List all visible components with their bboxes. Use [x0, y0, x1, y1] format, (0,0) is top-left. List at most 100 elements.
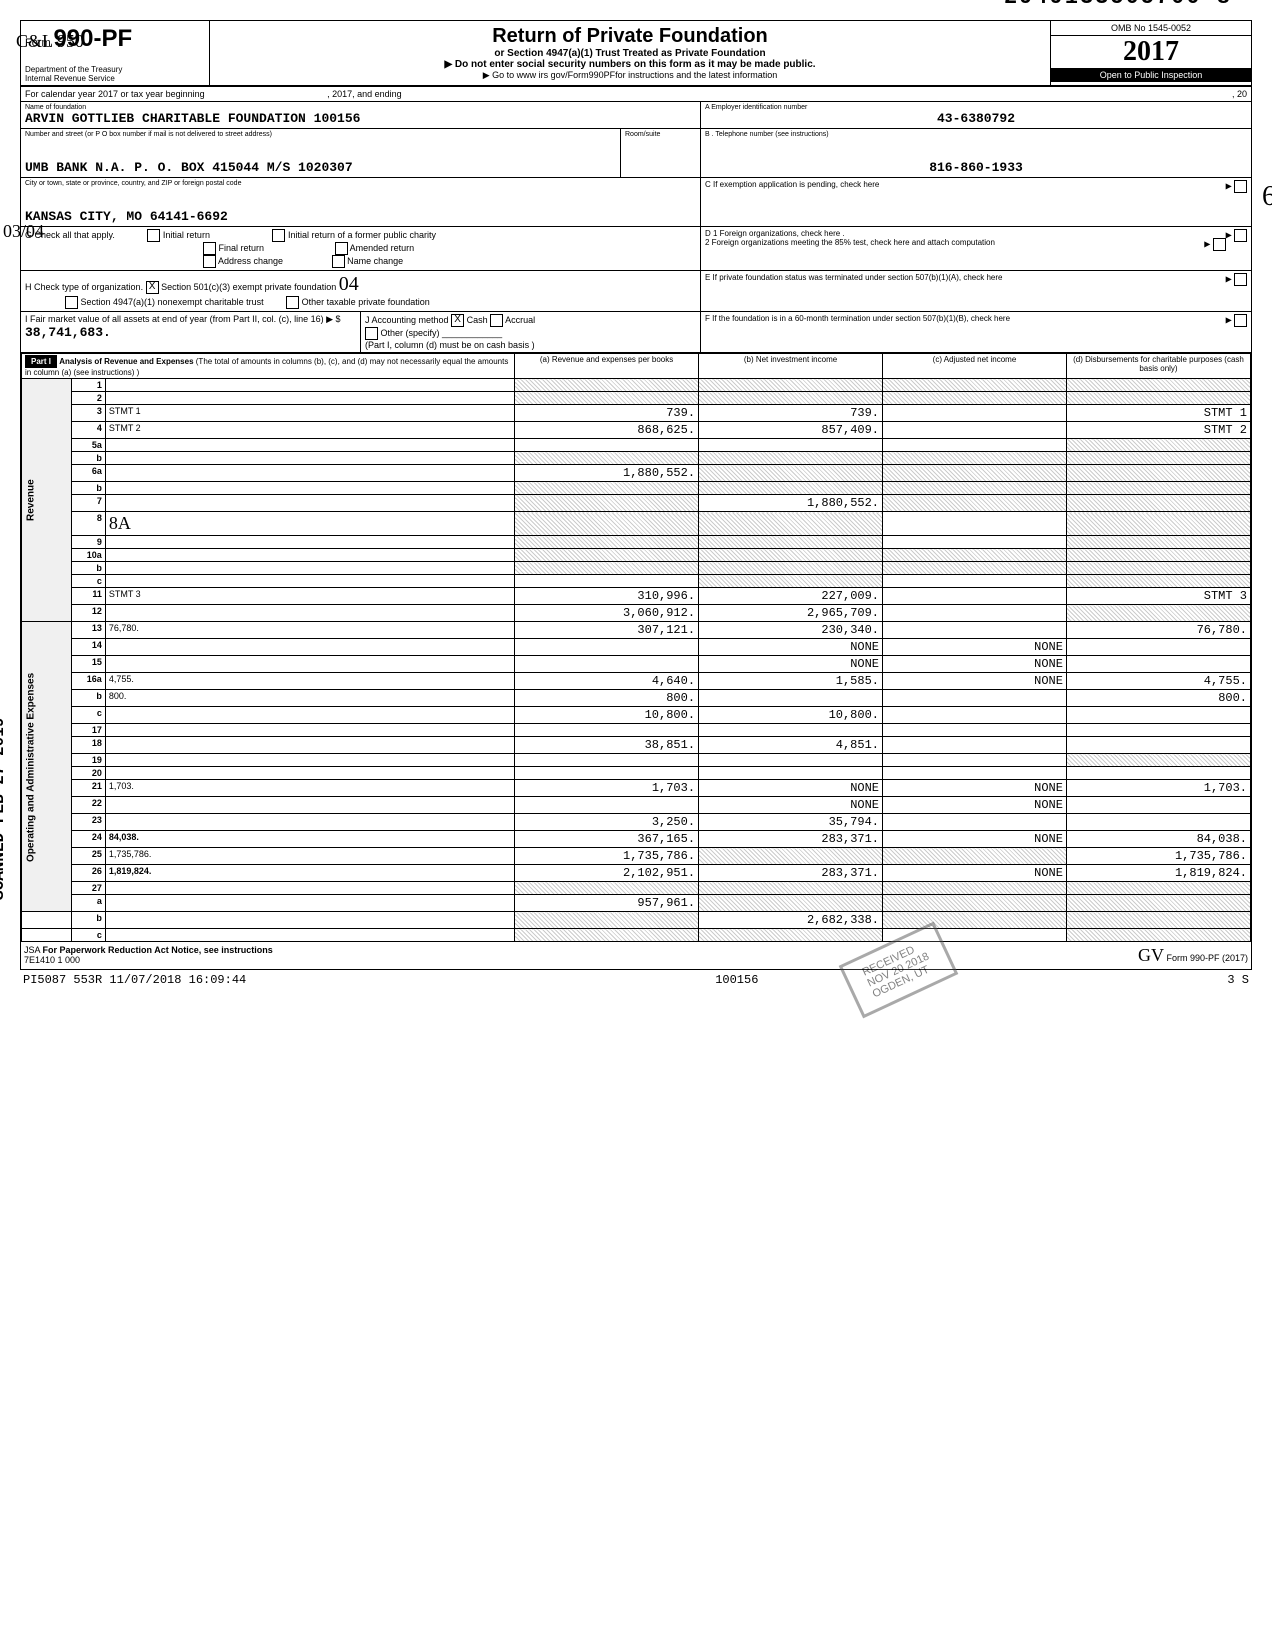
f-checkbox[interactable]	[1234, 314, 1247, 327]
l13-b: 230,340.	[699, 622, 883, 639]
l16b-d: 800.	[1066, 690, 1250, 707]
l13-d: 76,780.	[1066, 622, 1250, 639]
l18-a: 38,851.	[515, 737, 699, 754]
c-checkbox[interactable]	[1234, 180, 1247, 193]
l6a-a: 1,880,552.	[515, 465, 699, 482]
j-other-checkbox[interactable]	[365, 327, 378, 340]
form-number: 990-PF	[53, 25, 132, 52]
l27b-num: b	[72, 912, 106, 929]
h-other-checkbox[interactable]	[286, 296, 299, 309]
l15-num: 15	[72, 656, 106, 673]
l2-num: 2	[72, 392, 106, 405]
l20-num: 20	[72, 767, 106, 780]
g-opt2: Final return	[219, 243, 265, 253]
l6a-num: 6a	[72, 465, 106, 482]
l2-desc	[105, 392, 514, 405]
d2-checkbox[interactable]	[1213, 238, 1226, 251]
g-amended-checkbox[interactable]	[335, 242, 348, 255]
j-label: J Accounting method	[365, 315, 449, 325]
l22-b: NONE	[699, 797, 883, 814]
dept2: Internal Revenue Service	[25, 74, 115, 83]
l4-a: 868,625.	[515, 422, 699, 439]
l25-d: 1,735,786.	[1066, 848, 1250, 865]
l12-b: 2,965,709.	[699, 605, 883, 622]
l16a-c: NONE	[883, 673, 1067, 690]
l24-b: 283,371.	[699, 831, 883, 848]
l9-num: 9	[72, 536, 106, 549]
ein-label: A Employer identification number	[705, 104, 1247, 111]
phone-label: B . Telephone number (see instructions)	[705, 131, 1247, 138]
f-label: F If the foundation is in a 60-month ter…	[705, 314, 1010, 323]
g-opt3: Address change	[218, 256, 283, 266]
footer-code: 7E1410 1 000	[24, 955, 80, 965]
ein-value: 43-6380792	[705, 111, 1247, 126]
col-d-header: (d) Disbursements for charitable purpose…	[1066, 354, 1250, 379]
l3-num: 3	[72, 405, 106, 422]
col-c-header: (c) Adjusted net income	[883, 354, 1067, 379]
section-c: C If exemption application is pending, c…	[705, 180, 879, 189]
l17-num: 17	[72, 724, 106, 737]
e-checkbox[interactable]	[1234, 273, 1247, 286]
l6b-num: b	[72, 482, 106, 495]
h-501c3-checkbox[interactable]: X	[146, 281, 159, 294]
dept1: Department of the Treasury	[25, 65, 122, 74]
print-right: 3 S	[1227, 973, 1249, 987]
phone-value: 816-860-1933	[705, 160, 1247, 175]
l21-c: NONE	[883, 780, 1067, 797]
h-4947-checkbox[interactable]	[65, 296, 78, 309]
i-label: I Fair market value of all assets at end…	[25, 314, 341, 324]
form-header: Form 990-PF Department of the Treasury I…	[21, 21, 1251, 87]
j-cash-checkbox[interactable]: X	[451, 314, 464, 327]
scanned-stamp: SCANNED FEB 27 2019	[0, 718, 8, 900]
h-opt2: Section 4947(a)(1) nonexempt charitable …	[81, 297, 264, 307]
l26-d: 1,819,824.	[1066, 865, 1250, 882]
l7-b: 1,880,552.	[699, 495, 883, 512]
l18-num: 18	[72, 737, 106, 754]
l16c-b: 10,800.	[699, 707, 883, 724]
dept-treasury: Department of the Treasury Internal Reve…	[25, 65, 122, 83]
g-name-checkbox[interactable]	[332, 255, 345, 268]
l24-num: 24	[72, 831, 106, 848]
l14-desc	[105, 639, 514, 656]
l16c-desc	[105, 707, 514, 724]
l4-b: 857,409.	[699, 422, 883, 439]
l16c-num: c	[72, 707, 106, 724]
l11-a: 310,996.	[515, 588, 699, 605]
g-initial-checkbox[interactable]	[147, 229, 160, 242]
l25-num: 25	[72, 848, 106, 865]
expenses-label: Operating and Administrative Expenses	[22, 622, 72, 912]
print-stamp: PI5087 553R 11/07/2018 16:09:44	[23, 973, 246, 987]
city-value: KANSAS CITY, MO 64141-6692	[25, 209, 228, 224]
l16a-b: 1,585.	[699, 673, 883, 690]
omb-number: OMB No 1545-0052	[1051, 21, 1251, 36]
l16a-a: 4,640.	[515, 673, 699, 690]
d1-checkbox[interactable]	[1234, 229, 1247, 242]
l13-desc: 76,780.	[105, 622, 514, 639]
l15-b: NONE	[699, 656, 883, 673]
g-final-checkbox[interactable]	[203, 242, 216, 255]
l27a-num: a	[72, 895, 106, 912]
l8-num: 8	[72, 512, 106, 536]
d2-label: 2 Foreign organizations meeting the 85% …	[705, 238, 995, 247]
l22-c: NONE	[883, 797, 1067, 814]
city-label: City or town, state or province, country…	[25, 180, 696, 187]
l12-a: 3,060,912.	[515, 605, 699, 622]
l16a-num: 16a	[72, 673, 106, 690]
l25-a: 1,735,786.	[515, 848, 699, 865]
city-c-row: City or town, state or province, country…	[21, 178, 1251, 227]
g-addr-checkbox[interactable]	[203, 255, 216, 268]
l23-num: 23	[72, 814, 106, 831]
tax-year: 2017	[1051, 36, 1251, 68]
g-opt4: Initial return of a former public charit…	[288, 230, 436, 240]
j-other: Other (specify)	[381, 328, 440, 338]
d1-label: D 1 Foreign organizations, check here .	[705, 229, 845, 238]
l1-num: 1	[72, 379, 106, 392]
g-former-checkbox[interactable]	[272, 229, 285, 242]
l10c-desc	[105, 575, 514, 588]
j-accrual-checkbox[interactable]	[490, 314, 503, 327]
header-right: OMB No 1545-0052 2017 Open to Public Ins…	[1051, 21, 1251, 85]
l22-desc	[105, 797, 514, 814]
e-label: E If private foundation status was termi…	[705, 273, 1002, 282]
l5a-num: 5a	[72, 439, 106, 452]
l24-d: 84,038.	[1066, 831, 1250, 848]
